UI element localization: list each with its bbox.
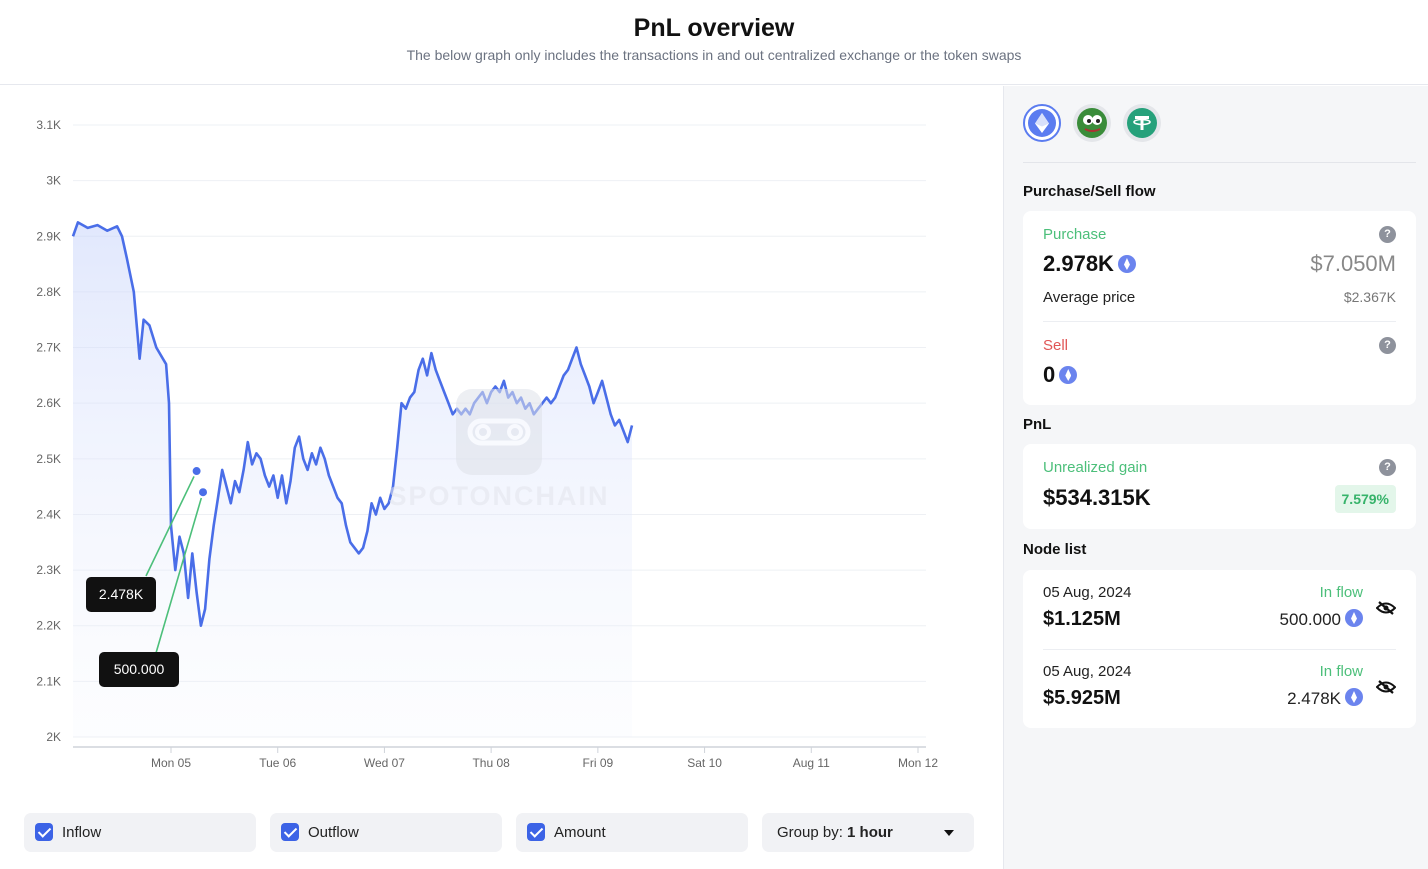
node-date: 05 Aug, 2024 xyxy=(1043,663,1132,680)
node-list-card: 05 Aug, 2024 $1.125M In flow 500.000 05 … xyxy=(1023,570,1416,728)
annotation-label: 2.478K xyxy=(99,586,144,602)
y-tick-label: 2.5K xyxy=(36,452,61,466)
purchase-amount: 2.978K xyxy=(1043,251,1114,276)
area-fill xyxy=(73,222,632,737)
pnl-section-title: PnL xyxy=(1023,416,1052,433)
annotation-connector xyxy=(155,491,204,654)
y-tick-label: 2.2K xyxy=(36,619,61,633)
purchase-usd: $7.050M xyxy=(1310,251,1396,276)
node-usd: $1.125M xyxy=(1043,608,1121,630)
tether-token-button[interactable] xyxy=(1123,104,1161,142)
x-tick-label: Thu 08 xyxy=(472,756,510,770)
node-list-item[interactable]: 05 Aug, 2024 $1.125M In flow 500.000 xyxy=(1023,570,1416,649)
node-flow-type: In flow xyxy=(1319,584,1363,601)
eth-icon xyxy=(1345,688,1363,706)
chart-controls: Inflow Outflow Amount Group by: 1 hour xyxy=(24,813,984,853)
y-tick-label: 2K xyxy=(46,730,61,744)
summary-sidebar: Purchase/Sell flow Purchase ? 2.978K $7.… xyxy=(1003,86,1428,869)
data-marker xyxy=(190,465,203,478)
watermark-logo: SPOTONCHAIN xyxy=(388,389,610,519)
sell-amount: 0 xyxy=(1043,362,1056,387)
sidebar-divider xyxy=(1023,162,1416,163)
y-tick-label: 3K xyxy=(46,174,61,188)
node-divider xyxy=(1043,649,1396,650)
group-by-value: 1 hour xyxy=(847,824,893,841)
page-subtitle: The below graph only includes the transa… xyxy=(406,47,1022,63)
watermark-icon xyxy=(456,389,542,475)
group-by-select[interactable]: Group by: 1 hour xyxy=(762,813,974,852)
y-tick-label: 2.8K xyxy=(36,285,61,299)
purchase-sell-card: Purchase ? 2.978K $7.050M Average price … xyxy=(1023,211,1416,405)
sell-label: Sell xyxy=(1043,337,1069,354)
eth-icon xyxy=(1059,366,1078,384)
purchase-label: Purchase xyxy=(1043,226,1107,243)
amount-checkbox[interactable] xyxy=(527,823,545,841)
tether-icon xyxy=(1127,108,1157,138)
y-tick-label: 2.3K xyxy=(36,563,61,577)
amount-label: Amount xyxy=(554,824,606,841)
eye-off-icon[interactable] xyxy=(1376,680,1396,694)
annotation-box xyxy=(86,577,156,612)
node-usd: $5.925M xyxy=(1043,687,1121,709)
flow-section-title: Purchase/Sell flow xyxy=(1023,183,1156,200)
x-tick-label: Tue 06 xyxy=(259,756,296,770)
pnl-help-icon[interactable]: ? xyxy=(1379,459,1396,476)
pepe-icon xyxy=(1077,108,1107,138)
x-tick-label: Sat 10 xyxy=(687,756,722,770)
y-tick-label: 2.7K xyxy=(36,341,61,355)
annotation-box xyxy=(99,652,179,687)
amount-toggle[interactable]: Amount xyxy=(516,813,748,852)
page-title: PnL overview xyxy=(633,14,795,42)
node-amount: 500.000 xyxy=(1279,610,1341,629)
y-tick-label: 2.4K xyxy=(36,507,61,521)
eth-token-button[interactable] xyxy=(1023,104,1061,142)
average-price-value: $2.367K xyxy=(1343,289,1396,305)
eth-icon xyxy=(1028,109,1056,137)
outflow-checkbox[interactable] xyxy=(281,823,299,841)
eth-icon xyxy=(1345,609,1363,627)
unrealized-gain-label: Unrealized gain xyxy=(1043,459,1148,476)
eth-icon xyxy=(1117,255,1136,273)
x-tick-label: Wed 07 xyxy=(364,756,405,770)
node-amount: 2.478K xyxy=(1287,689,1341,708)
outflow-label: Outflow xyxy=(308,824,359,841)
x-tick-label: Aug 11 xyxy=(793,756,830,770)
outflow-toggle[interactable]: Outflow xyxy=(270,813,502,852)
node-list-title: Node list xyxy=(1023,541,1087,558)
y-tick-label: 3.1K xyxy=(36,118,61,132)
inflow-toggle[interactable]: Inflow xyxy=(24,813,256,852)
annotation-connector xyxy=(145,470,198,577)
eye-off-icon[interactable] xyxy=(1376,601,1396,615)
node-list-item[interactable]: 05 Aug, 2024 $5.925M In flow 2.478K xyxy=(1023,649,1416,728)
purchase-help-icon[interactable]: ? xyxy=(1379,226,1396,243)
series-line xyxy=(71,221,634,627)
unrealized-gain-value: $534.315K xyxy=(1043,485,1151,510)
x-tick-label: Fri 09 xyxy=(583,756,614,770)
pnl-percent-badge: 7.579% xyxy=(1334,485,1396,513)
node-flow-type: In flow xyxy=(1319,663,1363,680)
x-tick-label: Mon 05 xyxy=(151,756,191,770)
inflow-checkbox[interactable] xyxy=(35,823,53,841)
inflow-label: Inflow xyxy=(62,824,102,841)
y-tick-label: 2.9K xyxy=(36,229,61,243)
pnl-card: Unrealized gain ? $534.315K 7.579% xyxy=(1023,444,1416,529)
group-by-prefix: Group by: xyxy=(777,824,843,841)
average-price-label: Average price xyxy=(1043,289,1136,306)
node-date: 05 Aug, 2024 xyxy=(1043,584,1132,601)
page-header: PnL overview The below graph only includ… xyxy=(0,0,1428,85)
y-tick-label: 2.6K xyxy=(36,396,61,410)
chart-panel: 3.1K 3K 2.9K 2.8K 2.7K 2.6K 2.5K 2.4K 2.3K 2.2K 2.… xyxy=(0,86,1003,869)
watermark-text: SPOTONCHAIN xyxy=(388,481,610,511)
y-tick-label: 2.1K xyxy=(36,674,61,688)
data-marker xyxy=(197,486,210,499)
annotation-label: 500.000 xyxy=(114,661,165,677)
chevron-down-icon xyxy=(944,830,954,836)
pepe-token-button[interactable] xyxy=(1073,104,1111,142)
card-divider xyxy=(1043,321,1396,322)
x-tick-label: Mon 12 xyxy=(898,756,938,770)
sell-help-icon[interactable]: ? xyxy=(1379,337,1396,354)
